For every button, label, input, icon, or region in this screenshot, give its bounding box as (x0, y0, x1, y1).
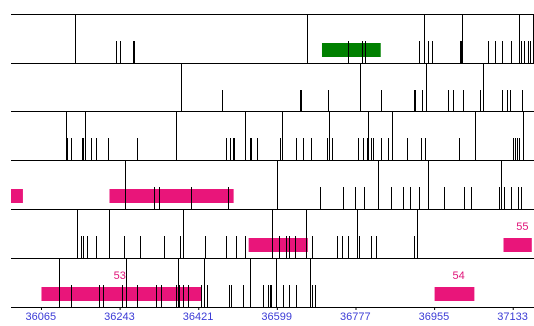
feature-bar (503, 238, 532, 252)
feature-bar (41, 287, 202, 301)
axis-tick-label: 36955 (418, 311, 450, 323)
feature-label: 53 (113, 270, 126, 282)
feature-bar (434, 287, 475, 301)
feature-label: 54 (452, 270, 465, 282)
feature-bar (11, 189, 23, 203)
feature-bar (321, 43, 381, 57)
axis-tick-label: 36065 (25, 311, 57, 323)
axis-tick-label: 36777 (339, 311, 371, 323)
tracks-canvas (11, 14, 534, 310)
feature-bar (248, 238, 308, 252)
feature-bar (109, 189, 234, 203)
axis-tick-label: 36599 (261, 311, 292, 323)
axis-tick-label: 36243 (104, 311, 135, 323)
axis-tick-label: 37133 (497, 311, 528, 323)
position-axis: 36065 36243 36421 36599 36777 36955 37133 (0, 306, 534, 326)
axis-tick-label: 36421 (182, 311, 214, 323)
feature-label: 55 (516, 221, 529, 233)
